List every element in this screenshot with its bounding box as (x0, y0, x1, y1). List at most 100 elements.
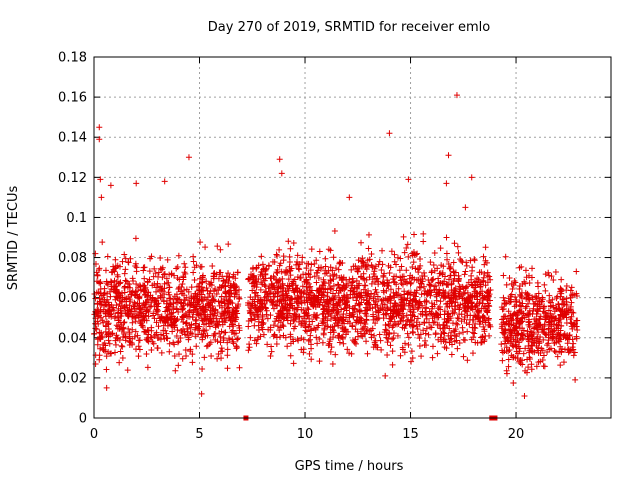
data-point (218, 315, 225, 322)
data-point (416, 342, 423, 349)
data-point (519, 294, 526, 301)
data-point (451, 332, 458, 339)
data-point (303, 328, 310, 335)
data-point (122, 255, 129, 262)
data-point (276, 298, 283, 305)
data-point (505, 308, 512, 315)
data-point (522, 267, 529, 274)
data-point (399, 324, 406, 331)
data-point (371, 279, 378, 286)
data-point (504, 334, 511, 341)
data-point (258, 269, 265, 276)
data-point (346, 314, 353, 321)
data-point (188, 293, 195, 300)
data-point (154, 284, 161, 291)
data-point (360, 270, 367, 277)
data-point (246, 276, 253, 283)
data-point (253, 264, 260, 271)
data-point (291, 289, 298, 296)
data-point (112, 341, 119, 348)
data-point (285, 276, 292, 283)
data-point (397, 274, 404, 281)
data-point (280, 295, 287, 302)
data-point (428, 277, 435, 284)
data-point (303, 297, 310, 304)
data-point (120, 330, 127, 337)
data-point (157, 294, 164, 301)
data-point (106, 340, 113, 347)
data-point (410, 248, 417, 255)
data-point (356, 301, 363, 308)
data-point (508, 330, 515, 337)
data-point (560, 296, 567, 303)
data-point (546, 346, 553, 353)
data-point (151, 303, 158, 310)
data-point (447, 315, 454, 322)
data-point (186, 313, 193, 320)
data-point (224, 346, 231, 353)
data-point (456, 340, 463, 347)
data-point (94, 313, 101, 320)
data-point (484, 288, 491, 295)
data-point (446, 276, 453, 283)
data-point (113, 322, 120, 329)
data-point (255, 276, 262, 283)
data-point (393, 289, 400, 296)
data-point (350, 263, 357, 270)
data-point (151, 265, 158, 272)
data-point (307, 332, 314, 339)
data-point (474, 339, 481, 346)
data-point (226, 287, 233, 294)
data-point (452, 299, 459, 306)
data-point (435, 275, 442, 282)
data-point (454, 314, 461, 321)
data-point (340, 316, 347, 323)
data-point (422, 308, 429, 315)
data-point (463, 296, 470, 303)
data-point (474, 307, 481, 314)
data-point (134, 294, 141, 301)
data-point (501, 330, 508, 337)
data-point (211, 310, 218, 317)
data-point (430, 311, 437, 318)
data-point (421, 269, 428, 276)
data-point (208, 353, 215, 360)
data-point (214, 355, 221, 362)
data-point (451, 338, 458, 345)
data-point (459, 300, 466, 307)
data-point (287, 296, 294, 303)
data-point (329, 267, 336, 274)
data-point (155, 269, 162, 276)
data-point (174, 339, 181, 346)
data-point (97, 308, 104, 315)
data-point (97, 280, 104, 287)
data-point (283, 267, 290, 274)
data-point (358, 239, 365, 246)
data-point (428, 305, 435, 312)
data-point (557, 332, 564, 339)
data-point (427, 310, 434, 317)
data-point (175, 351, 182, 358)
data-point (220, 277, 227, 284)
data-point (570, 309, 577, 316)
data-point (164, 320, 171, 327)
data-point (481, 261, 488, 268)
data-point (337, 260, 344, 267)
data-point (251, 337, 258, 344)
data-point (384, 304, 391, 311)
data-point (296, 313, 303, 320)
data-point (552, 349, 559, 356)
data-point (569, 344, 576, 351)
data-point (541, 363, 548, 370)
data-point (457, 301, 464, 308)
data-point (548, 273, 555, 280)
data-point (258, 253, 265, 260)
data-point (112, 334, 119, 341)
data-point (118, 302, 125, 309)
data-point (395, 285, 402, 292)
data-point (365, 263, 372, 270)
data-point (316, 358, 323, 365)
data-point (433, 297, 440, 304)
data-point (116, 359, 123, 366)
